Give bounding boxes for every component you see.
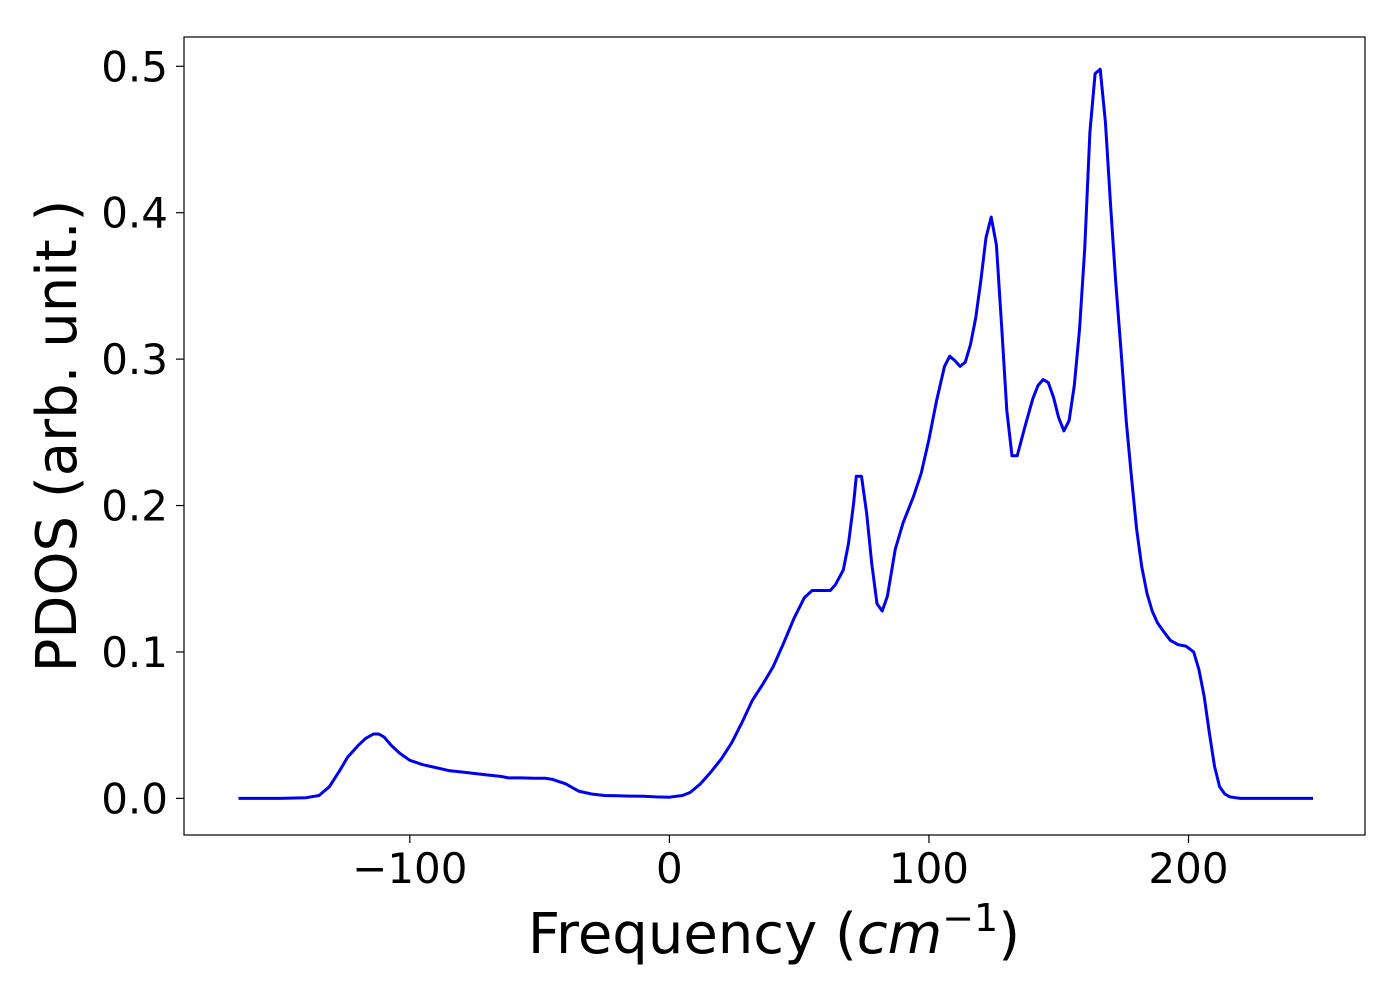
x-axis-label-exponent: −1: [942, 896, 998, 940]
y-tick-label: 0.5: [101, 42, 168, 91]
x-axis-ticks: −100 0 100 200: [352, 835, 1229, 893]
x-axis-label-text: Frequency (: [528, 902, 857, 967]
y-tick-label: 0.2: [101, 482, 168, 531]
pdos-series-line: [238, 67, 1314, 800]
plot-frame: [183, 36, 1366, 836]
x-axis-label: Frequency (cm−1): [528, 896, 1020, 967]
y-axis-label: PDOS (arb. unit.): [25, 200, 90, 673]
y-tick-label: 0.3: [101, 335, 168, 384]
x-tick-label: −100: [352, 844, 467, 893]
x-tick-label: 0: [656, 844, 683, 893]
x-tick-label: 200: [1148, 844, 1228, 893]
y-tick-label: 0.0: [101, 774, 168, 823]
y-tick-label: 0.1: [101, 628, 168, 677]
x-axis-label-close: ): [998, 902, 1020, 967]
x-axis-label-unit: cm: [857, 902, 942, 967]
x-tick-label: 100: [889, 844, 969, 893]
y-axis-ticks: 0.0 0.1 0.2 0.3 0.4 0.5: [101, 42, 184, 823]
y-tick-label: 0.4: [101, 189, 168, 238]
